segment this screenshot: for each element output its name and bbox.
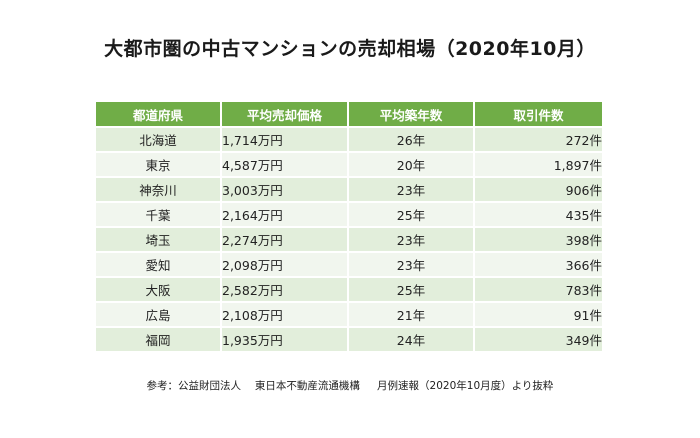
header-price: 平均売却価格 bbox=[222, 102, 349, 128]
cell-count: 366件 bbox=[475, 253, 602, 278]
cell-age: 23年 bbox=[349, 228, 475, 253]
cell-region: 千葉 bbox=[96, 203, 222, 228]
table-row: 福岡 1,935万円 24年 349件 bbox=[96, 328, 602, 353]
table-row: 埼玉 2,274万円 23年 398件 bbox=[96, 228, 602, 253]
cell-age: 24年 bbox=[349, 328, 475, 353]
cell-price: 2,098万円 bbox=[222, 253, 349, 278]
cell-price: 3,003万円 bbox=[222, 178, 349, 203]
cell-region: 広島 bbox=[96, 303, 222, 328]
cell-region: 福岡 bbox=[96, 328, 222, 353]
cell-region: 神奈川 bbox=[96, 178, 222, 203]
cell-age: 26年 bbox=[349, 128, 475, 153]
price-table: 都道府県 平均売却価格 平均築年数 取引件数 北海道 1,714万円 26年 2… bbox=[96, 102, 602, 353]
cell-price: 2,108万円 bbox=[222, 303, 349, 328]
table-row: 北海道 1,714万円 26年 272件 bbox=[96, 128, 602, 153]
header-age: 平均築年数 bbox=[349, 102, 475, 128]
header-region: 都道府県 bbox=[96, 102, 222, 128]
cell-price: 1,714万円 bbox=[222, 128, 349, 153]
table-header-row: 都道府県 平均売却価格 平均築年数 取引件数 bbox=[96, 102, 602, 128]
cell-price: 2,582万円 bbox=[222, 278, 349, 303]
table-row: 東京 4,587万円 20年 1,897件 bbox=[96, 153, 602, 178]
cell-age: 21年 bbox=[349, 303, 475, 328]
cell-count: 272件 bbox=[475, 128, 602, 153]
table-row: 神奈川 3,003万円 23年 906件 bbox=[96, 178, 602, 203]
cell-age: 23年 bbox=[349, 253, 475, 278]
cell-count: 91件 bbox=[475, 303, 602, 328]
cell-age: 23年 bbox=[349, 178, 475, 203]
cell-age: 20年 bbox=[349, 153, 475, 178]
cell-price: 4,587万円 bbox=[222, 153, 349, 178]
cell-age: 25年 bbox=[349, 278, 475, 303]
cell-count: 906件 bbox=[475, 178, 602, 203]
cell-count: 1,897件 bbox=[475, 153, 602, 178]
cell-count: 398件 bbox=[475, 228, 602, 253]
table-row: 広島 2,108万円 21年 91件 bbox=[96, 303, 602, 328]
cell-count: 783件 bbox=[475, 278, 602, 303]
cell-region: 埼玉 bbox=[96, 228, 222, 253]
cell-age: 25年 bbox=[349, 203, 475, 228]
cell-region: 大阪 bbox=[96, 278, 222, 303]
cell-price: 2,274万円 bbox=[222, 228, 349, 253]
source-note: 参考：公益財団法人 東日本不動産流通機構 月例速報（2020年10月度）より抜粋 bbox=[146, 380, 554, 392]
table-row: 愛知 2,098万円 23年 366件 bbox=[96, 253, 602, 278]
page-title: 大都市圏の中古マンションの売却相場（2020年10月） bbox=[104, 38, 596, 60]
cell-count: 349件 bbox=[475, 328, 602, 353]
cell-region: 東京 bbox=[96, 153, 222, 178]
cell-price: 2,164万円 bbox=[222, 203, 349, 228]
table-row: 千葉 2,164万円 25年 435件 bbox=[96, 203, 602, 228]
cell-region: 北海道 bbox=[96, 128, 222, 153]
cell-price: 1,935万円 bbox=[222, 328, 349, 353]
header-count: 取引件数 bbox=[475, 102, 602, 128]
cell-count: 435件 bbox=[475, 203, 602, 228]
table-row: 大阪 2,582万円 25年 783件 bbox=[96, 278, 602, 303]
cell-region: 愛知 bbox=[96, 253, 222, 278]
